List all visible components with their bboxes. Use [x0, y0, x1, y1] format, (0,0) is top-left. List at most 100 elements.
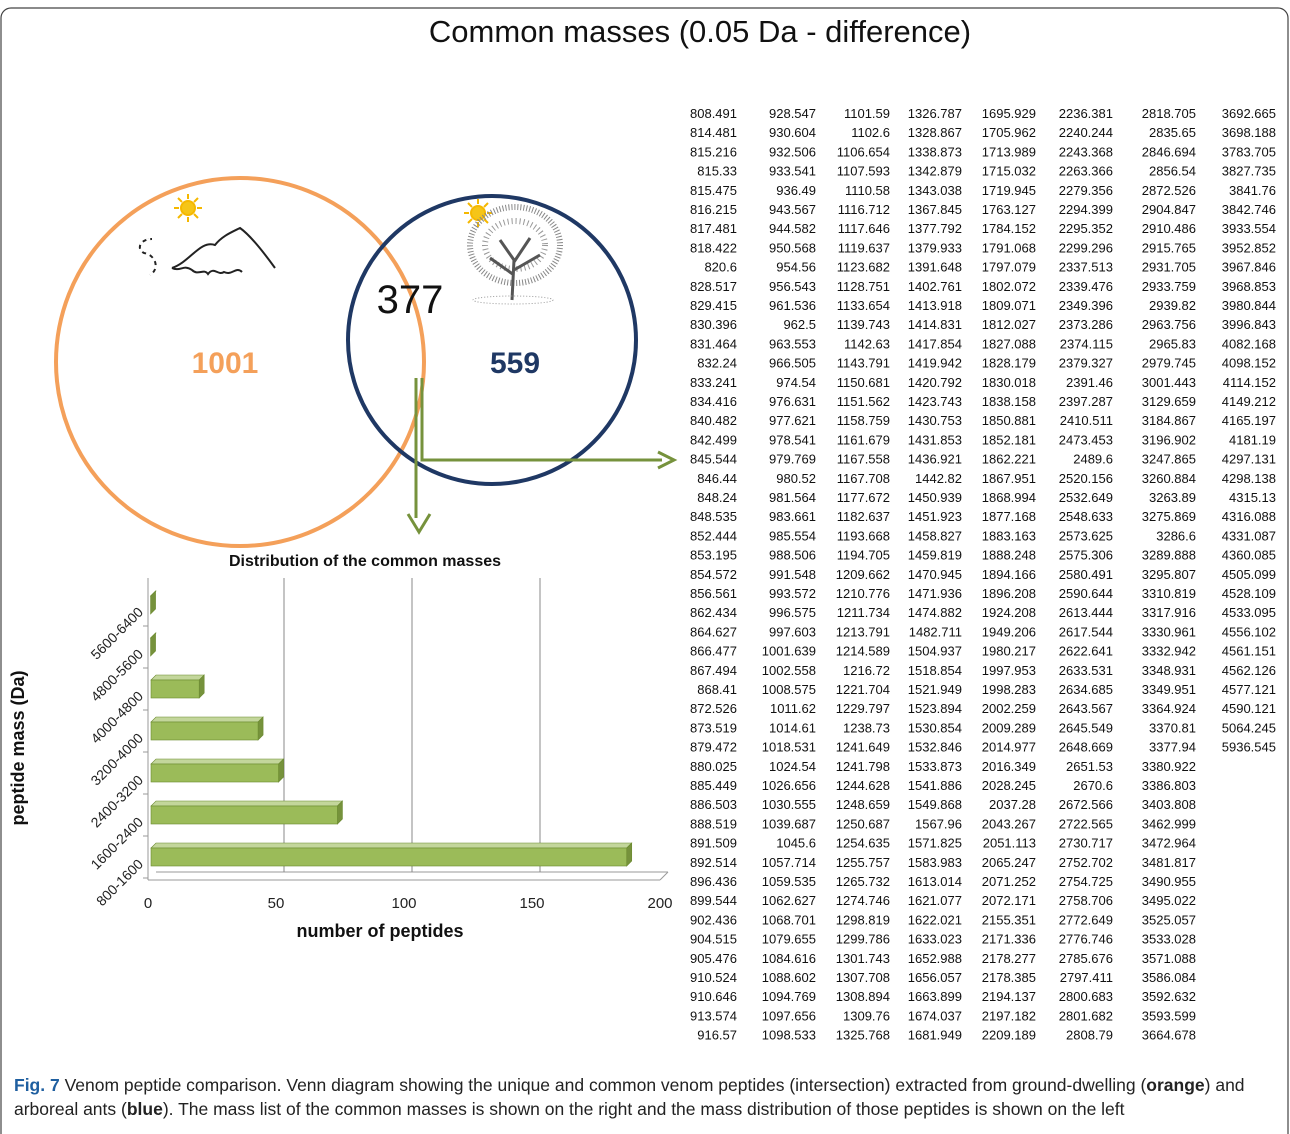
- x-tick-label: 150: [519, 895, 544, 912]
- mass-cell: 1471.936: [908, 586, 962, 601]
- x-tick-label: 50: [268, 895, 285, 912]
- mass-cell: 1419.942: [908, 356, 962, 371]
- mass-cell: 3184.867: [1142, 413, 1196, 428]
- mass-cell: 1151.562: [837, 394, 890, 409]
- mass-cell: 1014.61: [769, 720, 816, 735]
- bar-top: [150, 674, 205, 681]
- mass-cell: 904.515: [690, 932, 737, 947]
- mass-cell: 2752.702: [1059, 855, 1113, 870]
- mass-cell: 1101.59: [844, 106, 890, 121]
- mass-cell: 2645.549: [1059, 720, 1113, 735]
- bar: [150, 679, 200, 699]
- mass-cell: 1802.072: [982, 279, 1036, 294]
- mass-cell: 834.416: [690, 394, 737, 409]
- mass-cell: 3698.188: [1222, 125, 1276, 140]
- mass-cell: 815.475: [690, 183, 737, 198]
- mass-cell: 4098.152: [1222, 356, 1276, 371]
- mass-cell: 1852.181: [982, 432, 1036, 447]
- mass-cell: 1705.962: [982, 125, 1036, 140]
- mass-cell: 1430.753: [908, 413, 962, 428]
- mass-cell: 997.603: [769, 624, 816, 639]
- mass-cell: 1143.791: [837, 356, 890, 371]
- mass-cell: 1413.918: [908, 298, 962, 313]
- mass-cell: 905.476: [690, 951, 737, 966]
- mass-cell: 2846.694: [1142, 144, 1196, 159]
- mass-cell: 2337.513: [1059, 260, 1113, 275]
- mass-cell: 1862.221: [982, 452, 1036, 467]
- mass-cell: 2072.171: [982, 893, 1036, 908]
- mass-cell: 1470.945: [908, 567, 962, 582]
- mass-cell: 985.554: [769, 528, 816, 543]
- mass-cell: 1116.712: [838, 202, 890, 217]
- mass-cell: 1325.768: [836, 1028, 890, 1043]
- mass-cell: 3664.678: [1142, 1028, 1196, 1043]
- mass-cell: 1949.206: [982, 624, 1036, 639]
- mass-cell: 932.506: [769, 144, 816, 159]
- mass-cell: 963.553: [769, 336, 816, 351]
- mass-cell: 4298.138: [1222, 471, 1276, 486]
- mass-cell: 2391.46: [1066, 375, 1113, 390]
- mass-cell: 3827.735: [1222, 164, 1276, 179]
- mass-cell: 2800.683: [1059, 989, 1113, 1004]
- mass-cell: 1980.217: [982, 644, 1036, 659]
- mass-cell: 2349.396: [1059, 298, 1113, 313]
- mass-cell: 3472.964: [1142, 836, 1196, 851]
- mass-cell: 1504.937: [908, 644, 962, 659]
- mass-cell: 910.524: [690, 970, 737, 985]
- left-count: 1001: [192, 347, 259, 380]
- mass-cell: 1663.899: [908, 989, 962, 1004]
- caption-bold: blue: [126, 1099, 163, 1119]
- mass-cell: 1420.792: [908, 375, 962, 390]
- mass-cell: 2575.306: [1059, 548, 1113, 563]
- mass-cell: 1715.032: [982, 164, 1036, 179]
- mass-cell: 1002.558: [762, 663, 816, 678]
- x-tick-label: 200: [647, 895, 672, 912]
- mass-cell: 852.444: [690, 528, 737, 543]
- mass-cell: 1571.825: [908, 836, 962, 851]
- x-tick-label: 0: [144, 895, 152, 912]
- sun-icon: [174, 194, 202, 222]
- mass-cell: 1241.798: [836, 759, 890, 774]
- mass-cell: 1567.96: [915, 816, 962, 831]
- mass-cell: 2979.745: [1142, 356, 1196, 371]
- mass-cell: 2339.476: [1059, 279, 1113, 294]
- mass-cell: 4297.131: [1222, 452, 1276, 467]
- mass-cell: 4561.151: [1222, 644, 1276, 659]
- bar-side: [150, 632, 156, 657]
- mass-cell: 873.519: [690, 720, 737, 735]
- mass-cell: 1210.776: [836, 586, 890, 601]
- mass-cell: 1117.646: [838, 221, 890, 236]
- mass-cell: 832.24: [697, 356, 737, 371]
- mass-cell: 3841.76: [1229, 183, 1276, 198]
- mass-cell: 1719.945: [982, 183, 1036, 198]
- mass-cell: 1997.953: [982, 663, 1036, 678]
- mass-cell: 808.491: [690, 106, 737, 121]
- intersection-count: 377: [377, 278, 444, 322]
- mass-cell: 2197.182: [982, 1008, 1036, 1023]
- mass-cell: 842.499: [690, 432, 737, 447]
- tree-icon: [467, 204, 563, 305]
- mass-cell: 1142.63: [844, 336, 890, 351]
- mass-cell: 4577.121: [1222, 682, 1276, 697]
- mass-cell: 1008.575: [762, 682, 816, 697]
- mass-cell: 1877.168: [982, 509, 1036, 524]
- mass-cell: 1549.868: [908, 797, 962, 812]
- mass-cell: 885.449: [690, 778, 737, 793]
- mass-cell: 1868.994: [982, 490, 1036, 505]
- mass-cell: 1150.681: [837, 375, 890, 390]
- mass-cell: 993.572: [769, 586, 816, 601]
- bar: [150, 805, 338, 825]
- mass-cell: 2532.649: [1059, 490, 1113, 505]
- mass-cell: 1894.166: [982, 567, 1036, 582]
- mass-cell: 2299.296: [1059, 240, 1113, 255]
- mass-cell: 3692.665: [1222, 106, 1276, 121]
- mass-cell: 1521.949: [908, 682, 962, 697]
- mass-cell: 2915.765: [1142, 240, 1196, 255]
- mass-cell: 1414.831: [908, 317, 962, 332]
- mass-cell: 1530.854: [908, 720, 962, 735]
- mass-cell: 976.631: [769, 394, 816, 409]
- mass-cell: 1238.73: [843, 720, 890, 735]
- mass-cell: 2818.705: [1142, 106, 1196, 121]
- mass-cell: 1214.589: [836, 644, 890, 659]
